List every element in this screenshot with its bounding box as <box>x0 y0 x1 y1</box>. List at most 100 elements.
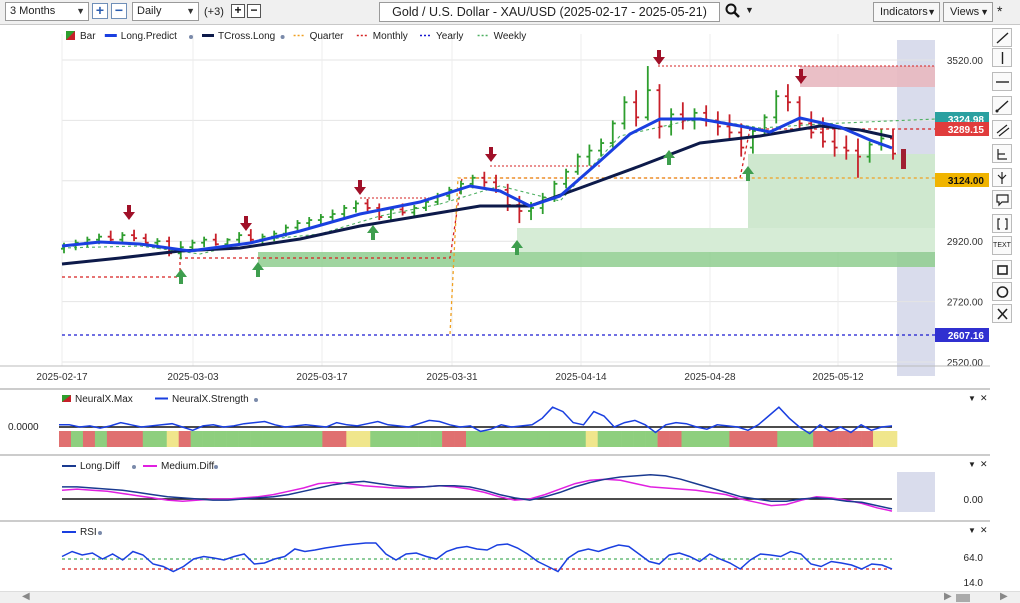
scroll-right-icon[interactable]: ▶ <box>944 591 952 602</box>
zoom-out-button[interactable]: − <box>111 3 127 19</box>
neural-block <box>178 431 191 447</box>
neural-block <box>382 431 395 447</box>
x-tick-label: 2025-03-17 <box>296 372 348 383</box>
bar-legend-icon-red <box>66 31 75 40</box>
y-tick-label: 3520.00 <box>947 56 984 67</box>
neural-block <box>274 431 287 447</box>
neural-block <box>717 431 730 447</box>
rectangle-tool[interactable] <box>992 260 1012 279</box>
views-button[interactable]: Views ▼ <box>943 2 993 22</box>
delete-tool[interactable] <box>992 304 1012 323</box>
rectangle-icon <box>997 265 1008 275</box>
neural-block <box>250 431 263 447</box>
indicators-button[interactable]: Indicators ▼ <box>873 2 940 22</box>
minus-icon: − <box>114 2 124 18</box>
neural-block <box>358 431 371 447</box>
fib-tool[interactable] <box>992 144 1012 163</box>
legend-label: Yearly <box>436 31 463 42</box>
symbol-title-input[interactable]: Gold / U.S. Dollar - XAU/USD (2025-02-17… <box>379 2 720 22</box>
neural-block <box>82 431 96 447</box>
legend-label: Bar <box>80 31 96 42</box>
minus-icon: − <box>250 3 258 17</box>
scroll-right-end-icon[interactable]: ▶ <box>1000 591 1008 602</box>
neural-block <box>370 431 383 447</box>
rsi-pane[interactable]: RSI 64.0 14.0 ▼ ✕ <box>0 522 990 591</box>
period-select[interactable]: 3 Months ▼ <box>5 2 89 21</box>
horizontal-scrollbar[interactable]: ◀ ▶ ▶ <box>0 591 1020 603</box>
vertical-line-tool[interactable] <box>992 48 1012 67</box>
ellipse-tool[interactable] <box>992 282 1012 301</box>
diff-pane[interactable]: Long.Diff Medium.Diff 0.00 ▼ ✕ <box>0 456 990 522</box>
delete-icon <box>997 308 1008 320</box>
sell-arrow-icon <box>795 69 807 84</box>
interval-select[interactable]: Daily ▼ <box>132 2 199 21</box>
current-bar-marker <box>901 149 906 169</box>
neural-block <box>885 431 898 447</box>
rsi-y-label: 64.0 <box>964 553 984 564</box>
pitchfork-tool[interactable] <box>992 168 1012 187</box>
neural-block <box>621 431 634 447</box>
legend-dot <box>98 531 102 535</box>
neural-block <box>837 431 850 447</box>
legend-dot <box>132 465 136 469</box>
neural-block <box>669 431 682 447</box>
ray-tool[interactable] <box>992 96 1012 115</box>
horizontal-line-tool[interactable] <box>992 72 1012 91</box>
period-value: 3 Months <box>10 5 56 17</box>
text-tool[interactable]: TEXT <box>992 236 1012 255</box>
neural-block <box>681 431 694 447</box>
neural-block <box>585 431 599 447</box>
legend-label: RSI <box>80 527 97 538</box>
callout-icon <box>996 194 1009 207</box>
price-label: 3324.98 <box>948 115 985 126</box>
neural-block <box>190 431 203 447</box>
channel-tool[interactable] <box>992 120 1012 139</box>
trendline-tool[interactable] <box>992 28 1012 47</box>
neural-block <box>286 431 299 447</box>
neural-block <box>789 431 802 447</box>
caret-down-icon: ▼ <box>76 6 85 16</box>
price-chart[interactable]: Bar Long.Predict TCross.Long Quarter Monthly… <box>0 26 990 390</box>
price-label: 3289.15 <box>948 125 985 136</box>
neural-block <box>394 431 407 447</box>
neural-block <box>861 431 874 447</box>
scroll-thumb[interactable] <box>956 594 970 602</box>
add-pane-button[interactable]: + <box>231 4 245 18</box>
price-label-box <box>935 173 989 187</box>
search-button[interactable] <box>724 2 742 20</box>
neural-block <box>454 431 467 447</box>
diff-y-label: 0.00 <box>964 495 984 506</box>
legend-dot <box>280 35 285 39</box>
sell-arrow-icon <box>485 147 497 162</box>
sell-arrow-icon <box>240 216 252 231</box>
bracket-tool[interactable] <box>992 214 1012 233</box>
long-predict-line <box>61 116 893 253</box>
neural-block <box>753 431 766 447</box>
bracket-icon <box>997 218 1008 230</box>
remove-pane-button[interactable]: − <box>247 4 261 18</box>
fib-icon <box>997 149 1007 160</box>
future-zone <box>897 472 935 512</box>
neural-block <box>442 431 455 447</box>
vertical-line-icon <box>1001 52 1004 64</box>
neural-block <box>70 431 84 447</box>
scroll-left-icon[interactable]: ◀ <box>22 591 30 602</box>
legend-label: Quarter <box>310 31 345 42</box>
sell-arrow-icon <box>123 205 135 220</box>
pitchfork-icon <box>997 172 1007 184</box>
buy-arrow-icon <box>511 240 523 255</box>
zoom-in-button[interactable]: + <box>92 3 108 19</box>
neural-block <box>166 431 180 447</box>
callout-tool[interactable] <box>992 190 1012 209</box>
neural-block <box>142 431 156 447</box>
legend-label: Monthly <box>373 31 408 42</box>
pane-menu-icon: ▼ <box>968 394 976 403</box>
caret-down-icon[interactable]: ▼ <box>745 5 754 15</box>
neural-block <box>657 431 670 447</box>
neural-y-label: 0.0000 <box>8 422 39 433</box>
asterisk-icon[interactable]: * <box>997 3 1003 19</box>
neuralx-pane[interactable]: NeuralX.Max NeuralX.Strength 0.0000 ▼ ✕ <box>0 390 990 456</box>
neural-block <box>633 431 646 447</box>
neural-block <box>873 431 886 447</box>
pane-close-icon: ✕ <box>980 525 988 535</box>
